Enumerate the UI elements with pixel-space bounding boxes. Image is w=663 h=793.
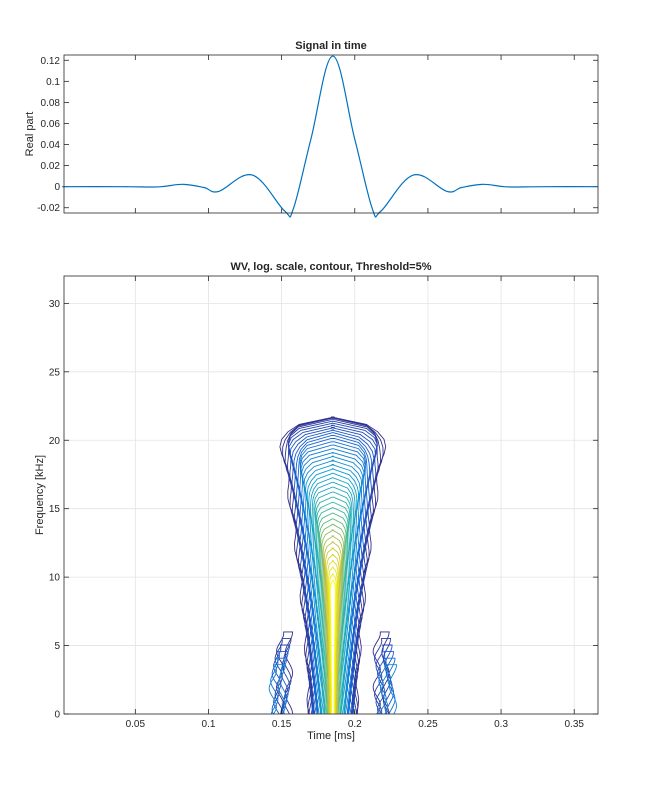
wv-side-lobe-contour [274, 637, 292, 714]
wv-contour-level [303, 459, 363, 714]
signal-y-tick-label: 0.1 [46, 77, 60, 88]
wv-contour-level [291, 429, 375, 714]
wv-x-tick-label: 0.2 [348, 719, 362, 730]
wv-side-lobe-contour [374, 637, 392, 714]
wv-y-tick-label: 10 [49, 573, 61, 584]
wv-contour-axes: WV, log. scale, contour, Threshold=5% Fr… [34, 261, 599, 742]
signal-title: Signal in time [295, 40, 367, 52]
wv-axes-box [63, 275, 599, 715]
signal-y-tick-label: 0.02 [41, 161, 61, 172]
wv-contour-level [297, 438, 369, 714]
signal-axes-box [63, 54, 599, 214]
wv-contour-level [315, 496, 351, 714]
wv-y-tick-label: 0 [54, 710, 60, 721]
wv-y-tick-label: 25 [49, 367, 61, 378]
wv-x-ticks: 0.05 0.1 0.15 0.2 0.25 0.3 0.35 [126, 276, 584, 730]
signal-x-ticks [134, 55, 575, 213]
wv-x-tick-label: 0.25 [418, 719, 438, 730]
wv-y-tick-label: 30 [49, 299, 61, 310]
signal-plot-area [64, 55, 598, 213]
wv-contour-level [295, 435, 371, 714]
wv-x-tick-label: 0.15 [272, 719, 292, 730]
wv-y-tick-label: 20 [49, 436, 61, 447]
signal-series-line [62, 55, 598, 218]
wv-y-ticks: 0 5 10 15 20 25 30 [49, 299, 598, 721]
wv-contour-level [316, 501, 350, 714]
wv-contour-lines [268, 416, 397, 714]
signal-y-ticks: 0.12 0.1 0.08 0.06 0.04 0.02 0 -0.02 [37, 56, 598, 214]
wv-y-tick-label: 15 [49, 504, 61, 515]
wv-side-lobe-contour [268, 664, 286, 714]
wv-contour-level [324, 547, 341, 714]
wv-side-lobe-contour [270, 657, 288, 714]
wv-side-lobe-contour [378, 657, 396, 714]
signal-y-tick-label: 0.08 [41, 98, 61, 109]
signal-y-tick-label: 0.12 [41, 56, 61, 67]
wv-side-lobe-contour [375, 644, 393, 714]
wv-contour-level [314, 491, 352, 714]
wv-contour-level [317, 507, 349, 714]
wv-contour-level [322, 535, 344, 714]
signal-y-tick-label: 0 [54, 182, 60, 193]
wv-contour-level [321, 529, 345, 714]
wv-contour-level [329, 579, 336, 714]
signal-y-tick-label: -0.02 [37, 203, 60, 214]
wv-y-tick-label: 5 [54, 641, 60, 652]
wv-side-lobe-contour [276, 631, 294, 714]
wv-x-tick-label: 0.3 [494, 719, 508, 730]
signal-time-axes: Signal in time Real part 0.12 0.1 0.08 0.06… [24, 40, 599, 218]
wv-x-tick-label: 0.35 [564, 719, 584, 730]
wv-side-lobe-contour [372, 631, 390, 714]
wv-side-lobe-contour [271, 651, 289, 714]
signal-y-tick-label: 0.04 [41, 140, 61, 151]
wv-title: WV, log. scale, contour, Threshold=5% [230, 261, 431, 273]
wv-contour-level [326, 553, 340, 714]
wv-x-tick-label: 0.05 [126, 719, 146, 730]
wv-xlabel: Time [ms] [307, 730, 355, 742]
wv-contour-level [305, 463, 361, 714]
wv-contour-level [293, 432, 373, 714]
wv-contour-level [313, 486, 353, 714]
wv-contour-level [302, 455, 364, 714]
wv-ylabel: Frequency [kHz] [34, 455, 46, 535]
wv-side-lobe-contour [379, 664, 397, 714]
signal-ylabel: Real part [24, 112, 36, 157]
wv-x-tick-label: 0.1 [202, 719, 216, 730]
wv-contour-level [287, 419, 379, 714]
wv-contour-level [323, 541, 342, 714]
signal-y-tick-label: 0.06 [41, 119, 61, 130]
wv-contour-level [284, 417, 381, 714]
